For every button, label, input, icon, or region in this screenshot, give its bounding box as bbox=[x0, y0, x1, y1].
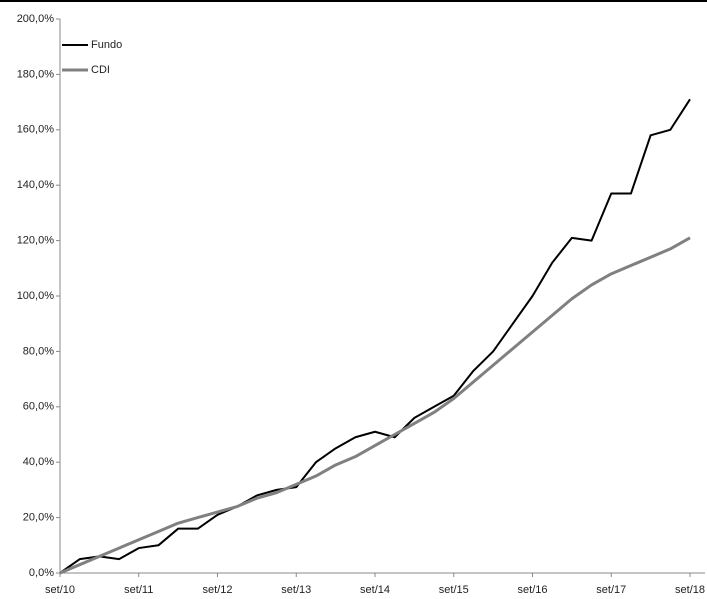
y-tick-label: 120,0% bbox=[17, 235, 55, 247]
y-tick-label: 200,0% bbox=[17, 13, 55, 25]
y-tick-label: 160,0% bbox=[17, 124, 55, 136]
y-tick-label: 80,0% bbox=[23, 345, 54, 357]
y-tick-label: 0,0% bbox=[29, 567, 54, 579]
y-tick-label: 100,0% bbox=[17, 290, 55, 302]
x-tick-label: set/16 bbox=[518, 584, 548, 596]
x-tick-label: set/12 bbox=[203, 584, 233, 596]
y-tick-label: 140,0% bbox=[17, 179, 55, 191]
x-tick-label: set/11 bbox=[124, 584, 153, 596]
legend-label: CDI bbox=[91, 64, 110, 76]
y-tick-label: 60,0% bbox=[23, 401, 54, 413]
x-tick-label: set/10 bbox=[45, 584, 75, 596]
y-tick-label: 40,0% bbox=[23, 456, 54, 468]
legend-label: Fundo bbox=[91, 39, 122, 51]
x-tick-label: set/15 bbox=[439, 584, 469, 596]
y-tick-label: 20,0% bbox=[23, 512, 54, 524]
series-line bbox=[59, 98, 691, 574]
x-tick-label: set/14 bbox=[360, 584, 390, 596]
x-tick-label: set/13 bbox=[281, 584, 311, 596]
y-tick-label: 180,0% bbox=[17, 68, 55, 80]
x-tick-label: set/18 bbox=[675, 584, 705, 596]
x-tick-label: set/17 bbox=[596, 584, 626, 596]
series-line bbox=[59, 236, 691, 575]
